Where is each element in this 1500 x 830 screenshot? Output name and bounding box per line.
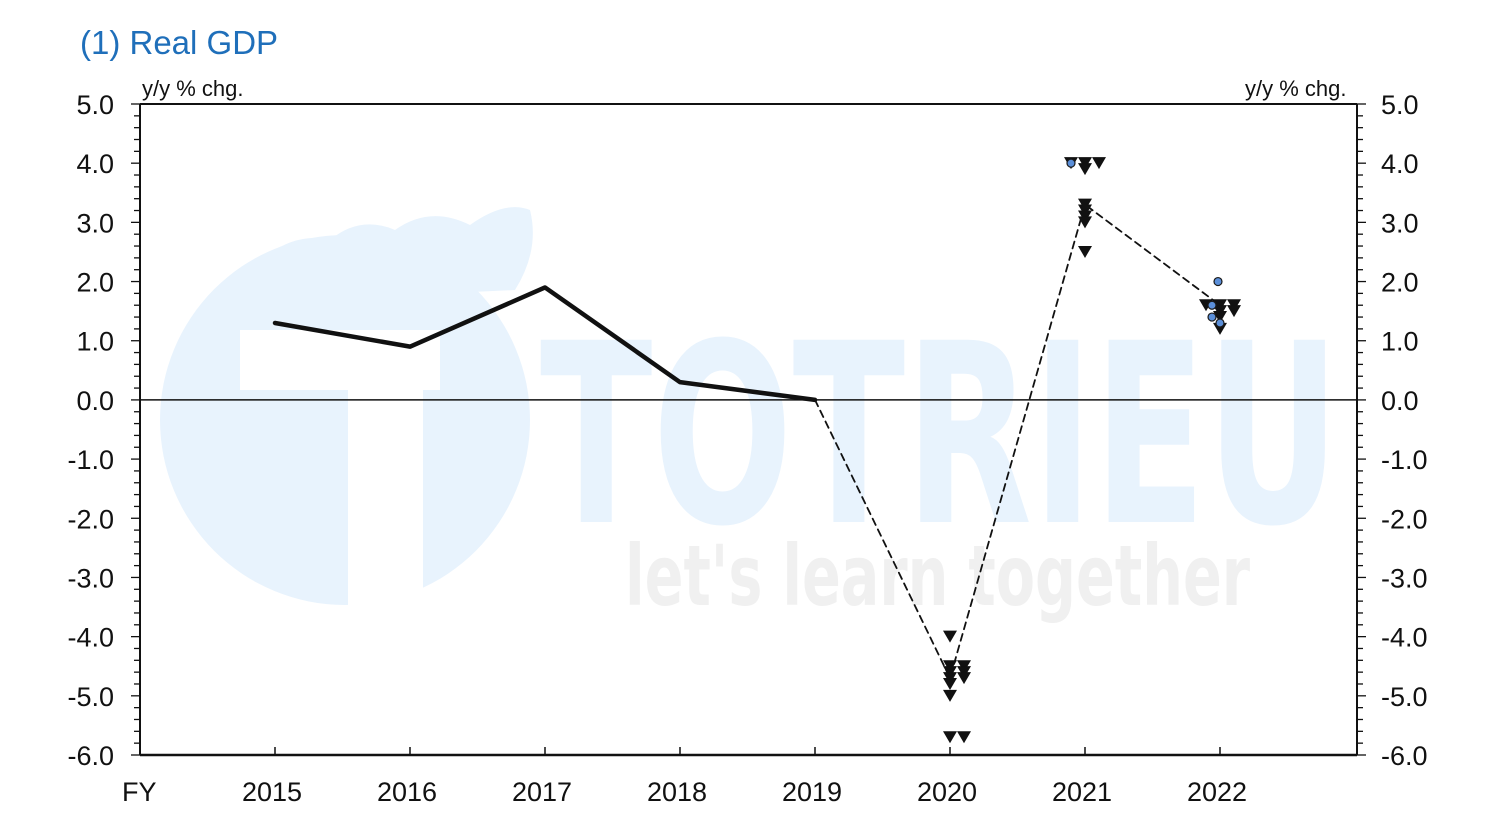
right-y-tick-label: 5.0 <box>1381 90 1419 120</box>
left-y-tick-label: 5.0 <box>76 90 114 120</box>
forecast-circle-marker <box>1215 318 1225 328</box>
x-tick-label: 2019 <box>782 777 842 807</box>
left-y-tick-label: 4.0 <box>76 149 114 179</box>
watermark: TOTRIEU let's learn together <box>160 207 1340 625</box>
forecast-circle-marker <box>1213 276 1223 287</box>
left-y-tick-label: 0.0 <box>76 386 114 416</box>
left-y-tick-label: -5.0 <box>67 682 114 712</box>
x-tick-label: 2018 <box>647 777 707 807</box>
series-layer <box>272 157 1241 744</box>
forecast-circle-marker <box>1207 300 1217 310</box>
x-tick-label: 2021 <box>1052 777 1112 807</box>
watermark-tagline-text: let's learn together <box>625 527 1250 625</box>
forecast-triangle-marker <box>943 689 957 702</box>
forecast-circle-marker <box>1066 158 1076 168</box>
forecast-triangle-marker <box>957 731 971 744</box>
x-axis-label: FY <box>122 777 157 807</box>
right-y-tick-label: -3.0 <box>1381 563 1428 593</box>
right-y-tick-label: 3.0 <box>1381 208 1419 238</box>
left-y-tick-label: -6.0 <box>67 741 114 771</box>
left-y-tick-label: -2.0 <box>67 504 114 534</box>
x-tick-label: 2015 <box>242 777 302 807</box>
right-y-tick-label: -4.0 <box>1381 623 1428 653</box>
right-y-tick-label: -6.0 <box>1381 741 1428 771</box>
forecast-circle-marker <box>1207 312 1217 322</box>
forecast-triangle-marker <box>943 731 957 744</box>
axes: 5.0 5.0 4.0 4.0 3.0 3.0 2.0 2.0 1.0 1.0 0.0 0.0 -1.0… <box>67 90 1427 807</box>
right-y-tick-label: 2.0 <box>1381 268 1419 298</box>
actual-line <box>272 285 818 403</box>
left-y-tick-label: -3.0 <box>67 563 114 593</box>
left-y-tick-label: -1.0 <box>67 445 114 475</box>
left-y-tick-label: 1.0 <box>76 327 114 357</box>
x-tick-label: 2016 <box>377 777 437 807</box>
right-axis-unit-label: y/y % chg. <box>1245 76 1347 101</box>
right-y-tick-label: 0.0 <box>1381 386 1419 416</box>
right-y-tick-label: 4.0 <box>1381 149 1419 179</box>
watermark-logo-t-stem <box>348 390 423 620</box>
x-tick-label: 2020 <box>917 777 977 807</box>
left-axis-unit-label: y/y % chg. <box>142 76 244 101</box>
forecast-triangle-marker <box>943 630 957 643</box>
left-y-tick-label: -4.0 <box>67 623 114 653</box>
forecast-triangle-marker <box>1078 163 1092 176</box>
forecast-triangle-marker <box>1078 245 1092 258</box>
watermark-logo-t-bar <box>240 330 440 390</box>
left-y-tick-label: 2.0 <box>76 268 114 298</box>
watermark-brand-text: TOTRIEU <box>540 290 1340 581</box>
right-y-tick-label: 1.0 <box>1381 327 1419 357</box>
forecast-triangle-marker <box>1227 305 1241 318</box>
forecast-triangle-marker <box>943 677 957 690</box>
forecast-triangle-marker <box>957 672 971 685</box>
x-tick-label: 2017 <box>512 777 572 807</box>
x-tick-label: 2022 <box>1187 777 1247 807</box>
watermark-flame-shape <box>250 207 533 300</box>
right-y-tick-label: -5.0 <box>1381 682 1428 712</box>
watermark-logo-circle <box>160 235 530 605</box>
forecast-median-line <box>814 203 1221 679</box>
forecast-triangle-marker <box>1092 157 1106 170</box>
forecast-triangle-marker <box>1078 216 1092 229</box>
forecast-triangle-marker <box>1213 311 1227 324</box>
chart-title: (1) Real GDP <box>80 24 279 61</box>
right-y-tick-label: -2.0 <box>1381 504 1428 534</box>
left-y-tick-label: 3.0 <box>76 208 114 238</box>
right-y-tick-label: -1.0 <box>1381 445 1428 475</box>
